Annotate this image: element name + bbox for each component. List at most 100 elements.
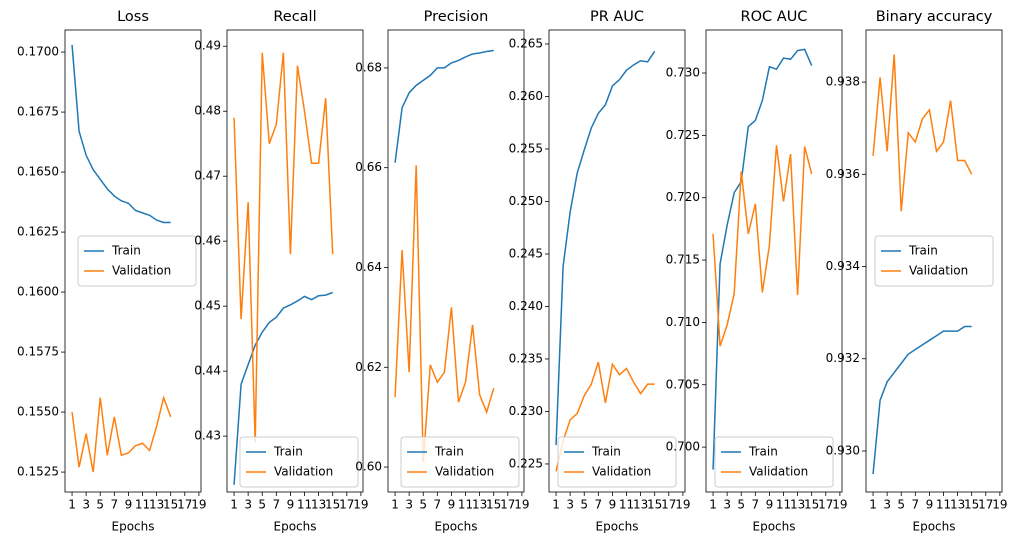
subplot-title: Precision [424, 9, 489, 25]
y-tick-label: 0.1650 [17, 165, 59, 179]
y-tick-label: 0.934 [826, 259, 860, 273]
y-tick-label: 0.250 [509, 194, 543, 208]
y-tick-label: 0.265 [509, 36, 543, 50]
x-tick-label: 7 [111, 498, 119, 512]
x-tick-label: 5 [96, 498, 104, 512]
y-tick-label: 0.62 [355, 360, 382, 374]
x-tick-label: 5 [419, 498, 427, 512]
legend-label: Train [748, 445, 778, 459]
x-tick-label: 1 [709, 498, 717, 512]
x-axis-label: Epochs [596, 520, 639, 534]
y-tick-label: 0.45 [194, 299, 221, 313]
x-tick-label: 17 [339, 498, 354, 512]
y-tick-label: 0.725 [666, 128, 700, 142]
x-tick-label: 15 [163, 498, 178, 512]
legend: Train Validation [400, 436, 520, 488]
y-tick-label: 0.44 [194, 364, 221, 378]
series-line [712, 48, 813, 470]
x-axis-label: Epochs [913, 520, 956, 534]
y-tick-label: 0.240 [509, 299, 543, 313]
x-tick-label: 13 [790, 498, 805, 512]
y-tick-label: 0.720 [666, 190, 700, 204]
y-tick-label: 0.66 [355, 160, 382, 174]
legend-box [557, 436, 677, 488]
legend-label: Train [434, 445, 464, 459]
x-tick-label: 9 [766, 498, 774, 512]
legend-label: Validation [909, 264, 968, 278]
y-tick-label: 0.936 [826, 167, 860, 181]
legend-label: Validation [112, 264, 171, 278]
x-tick-label: 17 [818, 498, 833, 512]
x-tick-label: 1 [552, 498, 560, 512]
y-tick-label: 0.64 [355, 260, 382, 274]
y-tick-label: 0.1700 [17, 45, 59, 59]
x-tick-label: 19 [353, 498, 368, 512]
legend-box [874, 235, 994, 287]
x-tick-label: 9 [448, 498, 456, 512]
y-tick-label: 0.60 [355, 460, 382, 474]
x-tick-label: 17 [978, 498, 993, 512]
y-tick-label: 0.1675 [17, 105, 59, 119]
y-tick-label: 0.1625 [17, 225, 59, 239]
subplot: Loss 0.1525 0.1550 0.1575 0.1600 0.1625 0.1650… [17, 9, 207, 534]
subplot: ROC AUC 0.700 0.705 0.710 0.715 0.720 0.725 0.7… [666, 9, 848, 534]
series-line [555, 361, 655, 472]
subplot-title: ROC AUC [741, 9, 808, 25]
y-tick-label: 0.938 [826, 75, 860, 89]
x-tick-label: 13 [311, 498, 326, 512]
x-tick-label: 7 [752, 498, 760, 512]
x-tick-label: 9 [609, 498, 617, 512]
legend: Train Validation [714, 436, 834, 488]
y-tick-label: 0.1525 [17, 465, 59, 479]
y-tick-label: 0.1600 [17, 285, 59, 299]
x-tick-label: 7 [595, 498, 603, 512]
series-line [394, 165, 495, 463]
legend-label: Validation [749, 465, 808, 479]
series-line [233, 52, 334, 443]
subplot-title: Recall [273, 9, 316, 25]
x-tick-label: 11 [619, 498, 634, 512]
y-tick-label: 0.710 [666, 315, 700, 329]
x-tick-label: 9 [926, 498, 934, 512]
y-tick-label: 0.1575 [17, 345, 59, 359]
x-axis-label: Epochs [274, 520, 317, 534]
legend-box [77, 235, 197, 287]
x-tick-label: 1 [68, 498, 76, 512]
axes-frame [64, 29, 202, 493]
legend: Train Validation [874, 235, 994, 287]
legend: Train Validation [239, 436, 359, 488]
x-tick-label: 19 [675, 498, 690, 512]
x-tick-label: 5 [258, 498, 266, 512]
y-tick-label: 0.1550 [17, 405, 59, 419]
x-tick-label: 3 [883, 498, 891, 512]
y-tick-label: 0.47 [194, 169, 221, 183]
x-tick-label: 15 [964, 498, 979, 512]
x-tick-label: 1 [230, 498, 238, 512]
subplot-title: Binary accuracy [876, 9, 993, 25]
x-tick-label: 15 [486, 498, 501, 512]
x-tick-label: 5 [897, 498, 905, 512]
y-tick-label: 0.225 [509, 456, 543, 470]
x-tick-label: 19 [514, 498, 529, 512]
x-tick-label: 17 [500, 498, 515, 512]
legend-label: Validation [435, 465, 494, 479]
axes-frame [226, 29, 364, 493]
axes-frame [387, 29, 525, 493]
y-tick-label: 0.932 [826, 351, 860, 365]
legend: Train Validation [77, 235, 197, 287]
series-line [712, 145, 813, 347]
y-tick-label: 0.260 [509, 89, 543, 103]
x-tick-label: 11 [297, 498, 312, 512]
x-tick-label: 1 [391, 498, 399, 512]
x-tick-label: 13 [472, 498, 487, 512]
axes-frame [865, 29, 1003, 493]
legend-box [714, 436, 834, 488]
axes-frame [705, 29, 843, 493]
y-tick-label: 0.705 [666, 377, 700, 391]
x-tick-label: 11 [135, 498, 150, 512]
y-tick-label: 0.46 [194, 234, 221, 248]
series-line [872, 325, 972, 475]
